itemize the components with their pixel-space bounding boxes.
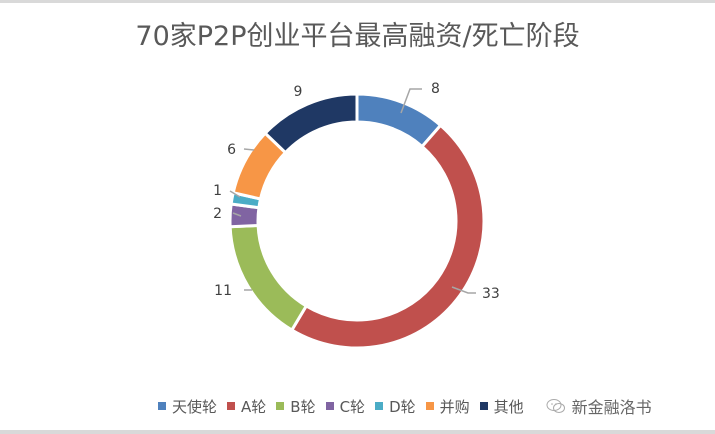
legend-swatch xyxy=(375,402,384,410)
leader-line xyxy=(232,212,242,217)
legend-label: C轮 xyxy=(339,397,366,416)
data-label: 1 xyxy=(213,183,222,199)
legend-swatch xyxy=(425,402,434,410)
legend-item-ma: 并购 xyxy=(425,396,470,417)
legend-item-other: 其他 xyxy=(479,396,524,417)
legend-label: B轮 xyxy=(290,397,316,416)
legend-label: 并购 xyxy=(439,397,470,416)
legend-label: 其他 xyxy=(493,397,524,416)
wechat-icon xyxy=(546,399,565,413)
chart-title: 70家P2P创业平台最高融资/死亡阶段 xyxy=(135,21,580,52)
legend-label: 天使轮 xyxy=(172,397,218,416)
data-label: 33 xyxy=(482,286,500,302)
legend-item-b: B轮 xyxy=(276,396,316,417)
data-label: 2 xyxy=(213,206,222,222)
bottom-border xyxy=(0,430,715,434)
legend-item-c: C轮 xyxy=(325,396,366,417)
legend-swatch xyxy=(158,402,166,410)
data-label: 6 xyxy=(227,142,236,158)
data-label: 9 xyxy=(294,84,303,100)
leader-line xyxy=(451,286,476,294)
legend-item-a: A轮 xyxy=(227,396,266,417)
leader-line xyxy=(229,190,241,198)
legend-swatch xyxy=(325,402,334,410)
legend-item-d: D轮 xyxy=(375,396,416,417)
legend-label: D轮 xyxy=(389,397,416,416)
legend-item-angel: 天使轮 xyxy=(158,396,217,417)
legend-swatch xyxy=(227,402,236,410)
donut-slice-1 xyxy=(289,123,486,350)
legend-swatch xyxy=(479,402,488,410)
leader-line xyxy=(243,148,255,151)
top-border xyxy=(0,0,715,3)
watermark: 新金融洛书 xyxy=(546,394,652,418)
legend-swatch xyxy=(276,402,285,410)
donut-slice-6 xyxy=(263,92,359,155)
donut-slice-2 xyxy=(228,223,309,333)
legend: 天使轮 A轮 B轮 C轮 D轮 并购 其他 新金融洛书 xyxy=(158,394,652,418)
data-label: 11 xyxy=(214,283,232,299)
watermark-text: 新金融洛书 xyxy=(571,398,652,417)
data-label: 8 xyxy=(431,81,440,97)
leader-line xyxy=(400,88,422,114)
legend-label: A轮 xyxy=(241,397,267,416)
